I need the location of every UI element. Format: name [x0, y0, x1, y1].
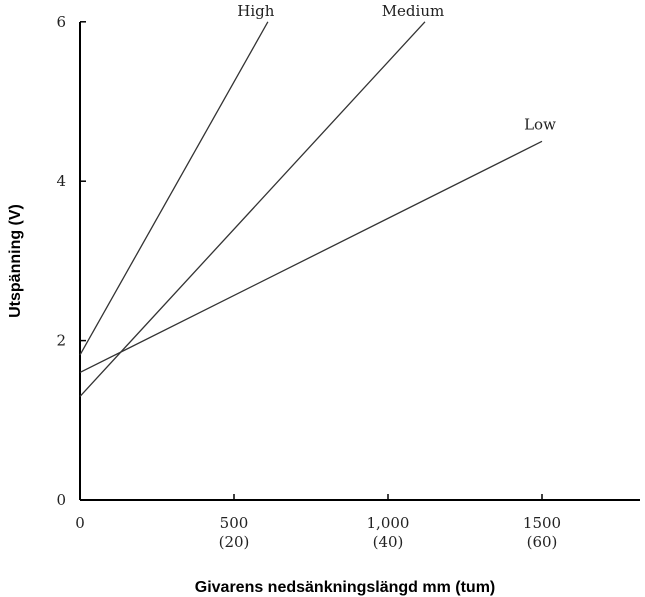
- series-line-high: [79, 21, 269, 356]
- series-lines: [79, 21, 543, 397]
- series-line-low: [79, 140, 543, 374]
- series-label-medium: Medium: [382, 2, 445, 20]
- y-tick-label: 4: [56, 172, 66, 190]
- x-tick-sublabel: (20): [219, 533, 250, 551]
- axis-ticks: 0 500(20) 1,000(40) 1500(60) 0 2 4 6: [56, 13, 561, 551]
- series-labels: High Medium Low: [237, 2, 556, 134]
- x-tick-label: 0: [75, 514, 85, 532]
- x-tick-sublabel: (40): [373, 533, 404, 551]
- y-tick-label: 6: [56, 13, 66, 31]
- series-label-low: Low: [524, 115, 556, 133]
- y-axis-title: Utspänning (V): [7, 204, 24, 318]
- series-label-high: High: [237, 2, 274, 20]
- x-axis-title: Givarens nedsänkningslängd mm (tum): [195, 579, 496, 596]
- x-tick-label: 500: [220, 514, 249, 532]
- series-line-medium: [79, 21, 426, 397]
- x-tick-sublabel: (60): [527, 533, 558, 551]
- x-tick-label: 1,000: [367, 514, 410, 532]
- y-tick-label: 0: [56, 491, 66, 509]
- x-tick-label: 1500: [523, 514, 561, 532]
- y-tick-label: 2: [56, 332, 66, 350]
